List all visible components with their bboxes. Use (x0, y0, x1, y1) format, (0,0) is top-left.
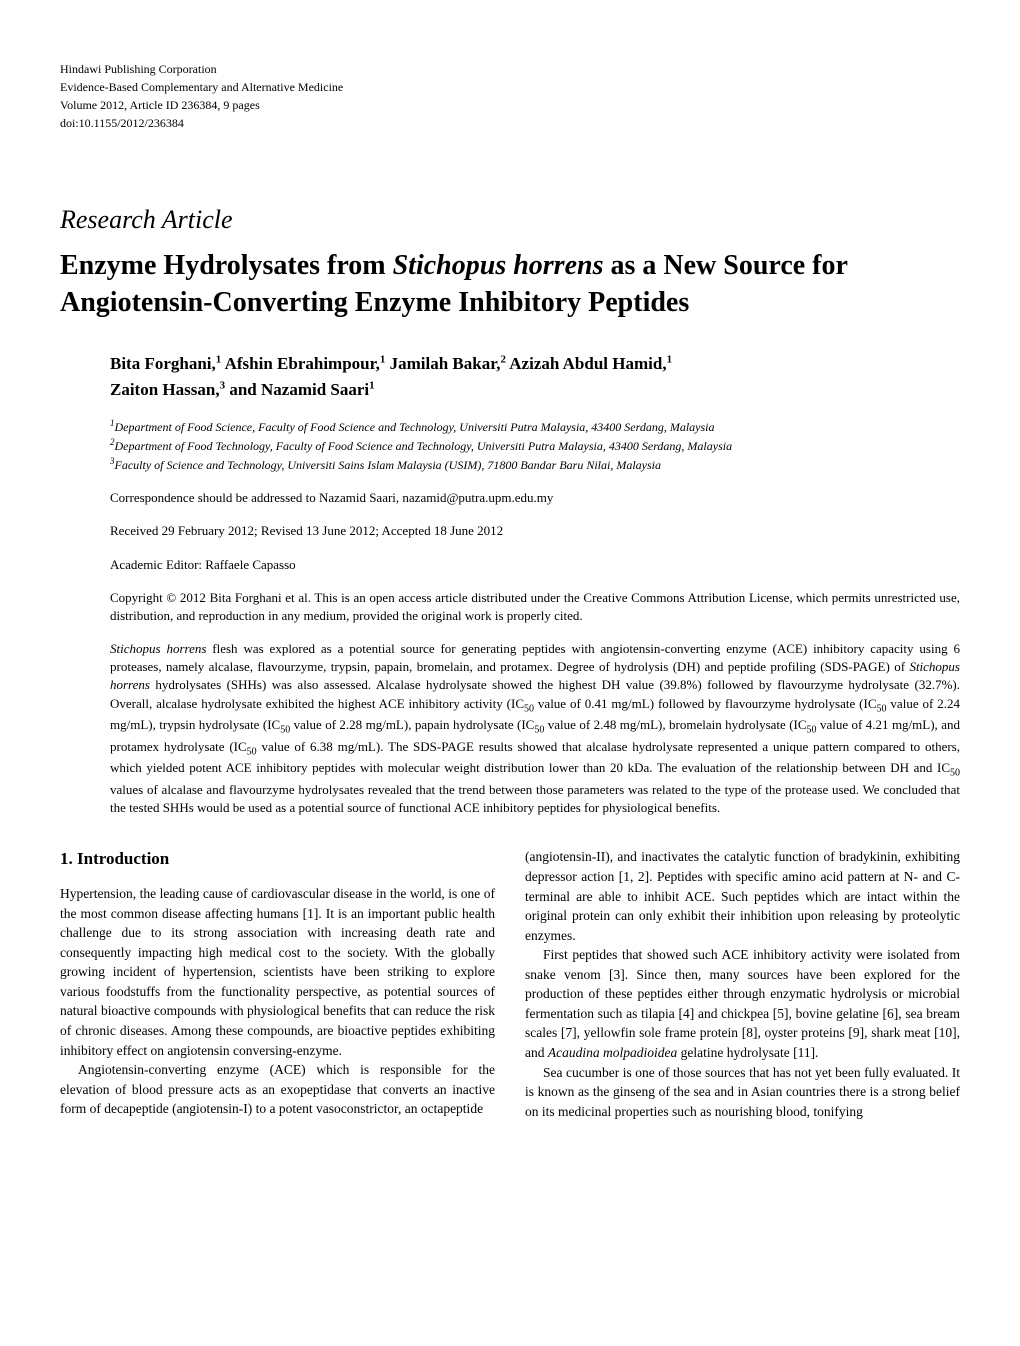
abstract-text-1: flesh was explored as a potential source… (110, 641, 960, 674)
authors: Bita Forghani, 1 Afshin Ebrahimpour, 1 Jam… (110, 351, 960, 402)
abstract-text-3: value of 0.41 mg/mL) followed by flavour… (534, 696, 877, 711)
abstract-sub-4: 50 (534, 725, 544, 736)
abstract-sub-7: 50 (950, 768, 960, 779)
body-columns: 1. Introduction Hypertension, the leadin… (60, 847, 960, 1121)
publisher-info: Hindawi Publishing Corporation Evidence-… (60, 60, 960, 132)
abstract-sub-5: 50 (807, 725, 817, 736)
abstract-italic-1: Stichopus horrens (110, 641, 206, 656)
body-paragraph-3: (angiotensin-II), and inactivates the ca… (525, 847, 960, 945)
aff-3: Faculty of Science and Technology, Unive… (115, 458, 662, 472)
author-1: Bita Forghani, (110, 354, 216, 373)
publisher-line-2: Evidence-Based Complementary and Alterna… (60, 78, 960, 96)
aff-2: Department of Food Technology, Faculty o… (115, 439, 733, 453)
academic-editor: Academic Editor: Raffaele Capasso (110, 556, 960, 574)
title-part-1: Enzyme Hydrolysates from (60, 250, 393, 281)
body-p4-b: gelatine hydrolysate [11]. (677, 1045, 818, 1060)
author-2: Afshin Ebrahimpour, (221, 354, 380, 373)
title-italic: Stichopus horrens (393, 250, 604, 281)
article-type: Research Article (60, 202, 960, 238)
abstract-text-5: value of 2.28 mg/mL), papain hydrolysate… (290, 717, 534, 732)
section-1-heading: 1. Introduction (60, 847, 495, 872)
body-paragraph-5: Sea cucumber is one of those sources tha… (525, 1063, 960, 1122)
author-6-sup: 1 (369, 379, 375, 391)
abstract-sub-1: 50 (524, 703, 534, 714)
copyright: Copyright © 2012 Bita Forghani et al. Th… (110, 589, 960, 625)
affiliations: 1Department of Food Science, Faculty of … (110, 417, 960, 474)
author-4-sup: 1 (667, 354, 673, 366)
article-title: Enzyme Hydrolysates from Stichopus horre… (60, 248, 960, 321)
author-3: Jamilah Bakar, (385, 354, 500, 373)
publisher-line-4: doi:10.1155/2012/236384 (60, 114, 960, 132)
author-4: Azizah Abdul Hamid, (506, 354, 667, 373)
author-6: and Nazamid Saari (225, 380, 369, 399)
column-left: 1. Introduction Hypertension, the leadin… (60, 847, 495, 1121)
abstract-text-6: value of 2.48 mg/mL), bromelain hydrolys… (544, 717, 806, 732)
dates: Received 29 February 2012; Revised 13 Ju… (110, 522, 960, 540)
publisher-line-3: Volume 2012, Article ID 236384, 9 pages (60, 96, 960, 114)
body-paragraph-1: Hypertension, the leading cause of cardi… (60, 884, 495, 1060)
body-p4-italic: Acaudina molpadioidea (548, 1045, 677, 1060)
correspondence: Correspondence should be addressed to Na… (110, 489, 960, 507)
publisher-line-1: Hindawi Publishing Corporation (60, 60, 960, 78)
abstract-sub-6: 50 (247, 746, 257, 757)
abstract-text-9: values of alcalase and flavourzyme hydro… (110, 782, 960, 815)
body-paragraph-2: Angiotensin-converting enzyme (ACE) whic… (60, 1060, 495, 1119)
column-right: (angiotensin-II), and inactivates the ca… (525, 847, 960, 1121)
abstract-sub-3: 50 (280, 725, 290, 736)
author-5: Zaiton Hassan, (110, 380, 220, 399)
abstract: Stichopus horrens flesh was explored as … (110, 640, 960, 817)
body-p4-a: First peptides that showed such ACE inhi… (525, 947, 960, 1060)
abstract-sub-2: 50 (877, 703, 887, 714)
body-paragraph-4: First peptides that showed such ACE inhi… (525, 945, 960, 1062)
aff-1: Department of Food Science, Faculty of F… (115, 420, 715, 434)
